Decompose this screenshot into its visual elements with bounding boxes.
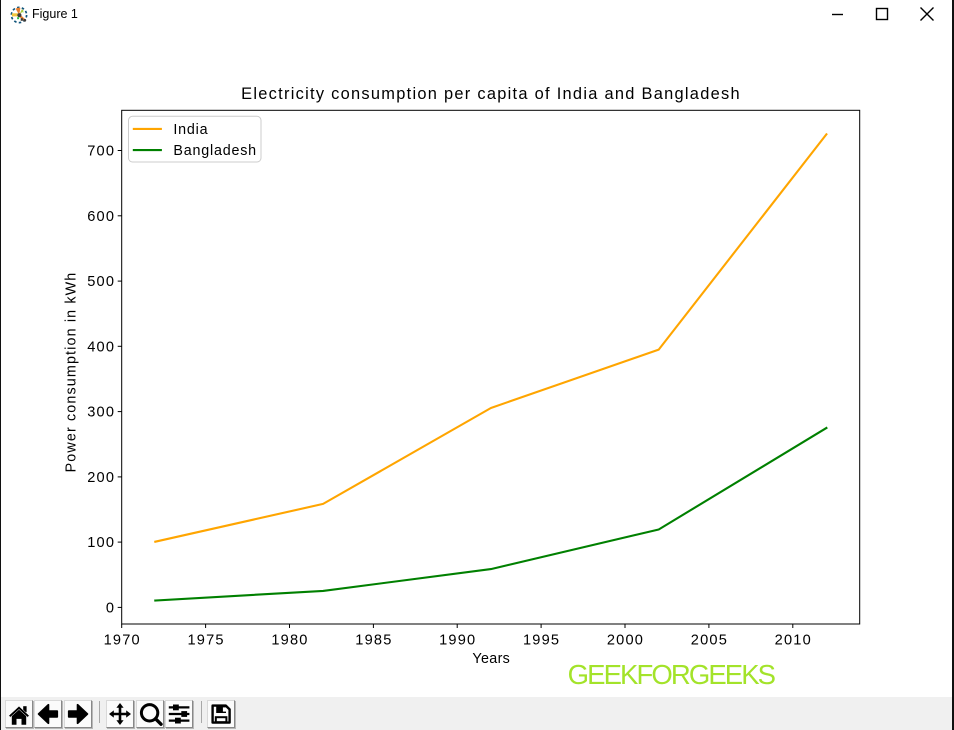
svg-text:0: 0 <box>106 600 115 616</box>
svg-text:1990: 1990 <box>439 632 476 648</box>
svg-text:300: 300 <box>87 405 115 421</box>
svg-text:200: 200 <box>87 470 115 486</box>
svg-text:700: 700 <box>87 144 115 160</box>
svg-text:600: 600 <box>87 209 115 225</box>
svg-text:1975: 1975 <box>187 632 224 648</box>
svg-text:India: India <box>173 122 208 138</box>
svg-text:1995: 1995 <box>523 632 560 648</box>
svg-text:100: 100 <box>87 535 115 551</box>
svg-text:2000: 2000 <box>607 632 644 648</box>
svg-text:2005: 2005 <box>691 632 728 648</box>
svg-text:Bangladesh: Bangladesh <box>173 143 257 159</box>
svg-text:GEEKFORGEEKS: GEEKFORGEEKS <box>568 659 776 690</box>
svg-text:2010: 2010 <box>775 632 812 648</box>
svg-text:Electricity consumption per ca: Electricity consumption per capita of In… <box>241 85 741 103</box>
svg-text:1970: 1970 <box>104 632 141 648</box>
svg-text:1980: 1980 <box>271 632 308 648</box>
svg-text:1985: 1985 <box>355 632 392 648</box>
svg-text:Years: Years <box>472 651 510 667</box>
svg-text:Power consumption in kWh: Power consumption in kWh <box>64 272 80 473</box>
svg-text:400: 400 <box>87 339 115 355</box>
svg-text:500: 500 <box>87 274 115 290</box>
